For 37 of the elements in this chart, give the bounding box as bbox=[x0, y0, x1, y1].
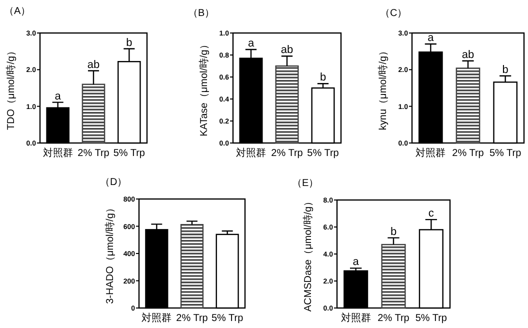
annotation: b bbox=[126, 36, 132, 49]
y-axis-title: kynu（μmol/時/g） bbox=[377, 46, 389, 130]
x-tick-label: 対照群 bbox=[340, 312, 371, 324]
x-tick-label: 2% Trp bbox=[452, 148, 484, 159]
x-tick-label: 対照群 bbox=[42, 147, 73, 159]
x-tick-label: 対照群 bbox=[236, 147, 266, 159]
x-tick-label: 5% Trp bbox=[489, 148, 522, 159]
x-tick-label: 2% Trp bbox=[78, 148, 110, 159]
annotation: a bbox=[54, 90, 62, 102]
y-axis-title: TDO（μmol/時/g） bbox=[5, 46, 17, 130]
annotation: a bbox=[352, 256, 360, 268]
chart-title: （A） bbox=[4, 6, 31, 17]
chart-title: （B） bbox=[188, 8, 215, 19]
annotation: ab bbox=[87, 58, 100, 71]
y-axis-title: 3-HADO（μmol/時/g） bbox=[104, 203, 116, 304]
x-tick-label: 対照群 bbox=[142, 312, 172, 324]
annotation: b bbox=[320, 72, 326, 84]
annotation: a bbox=[248, 38, 255, 50]
x-tick-label: 2% Trp bbox=[271, 148, 304, 159]
annotation: b bbox=[390, 226, 397, 238]
annotation: ab bbox=[462, 48, 474, 61]
x-tick-label: 5% Trp bbox=[307, 148, 340, 159]
y-axis-title: KATase（μmol/時/g） bbox=[198, 40, 210, 136]
x-tick-label: 5% Trp bbox=[211, 313, 244, 324]
chart-title: （E） bbox=[292, 178, 319, 189]
annotation: c bbox=[428, 208, 434, 220]
annotation: a bbox=[428, 32, 435, 44]
annotation: b bbox=[502, 64, 508, 76]
x-tick-label: 2% Trp bbox=[176, 313, 208, 324]
chart-title: （D） bbox=[100, 177, 128, 188]
chart-title: （C） bbox=[380, 8, 408, 19]
x-tick-label: 5% Trp bbox=[415, 313, 448, 324]
y-axis-title: ACMSDase（μmol/時/g） bbox=[302, 196, 314, 312]
x-tick-label: 2% Trp bbox=[378, 313, 410, 324]
x-tick-label: 対照群 bbox=[416, 147, 446, 159]
annotation: ab bbox=[280, 44, 294, 56]
x-tick-label: 5% Trp bbox=[113, 148, 146, 159]
